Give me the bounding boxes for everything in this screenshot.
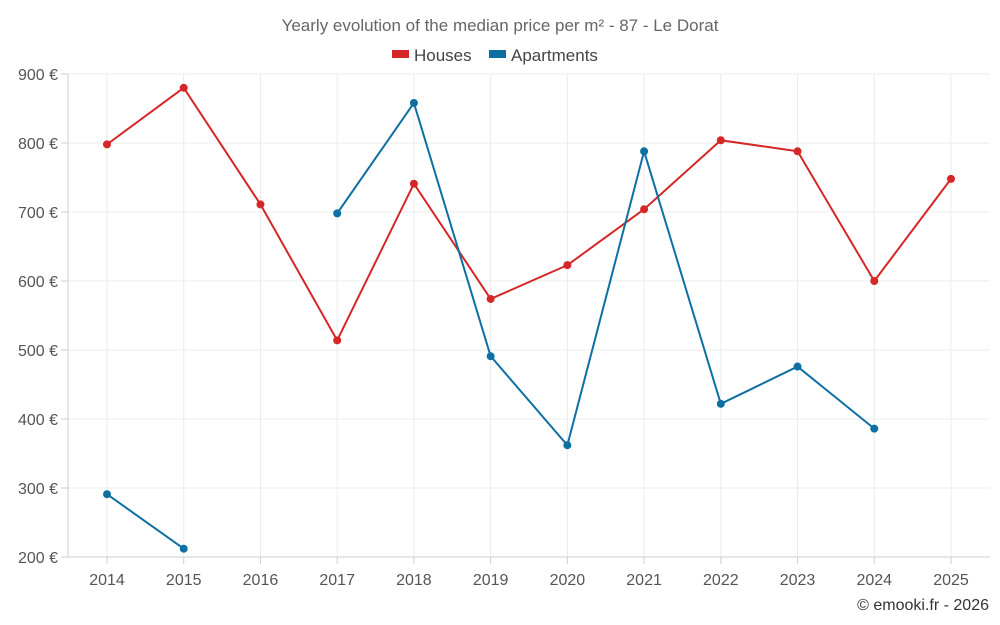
x-tick-label: 2025	[933, 572, 969, 589]
y-tick-label: 500 €	[18, 343, 58, 360]
series-apartments	[103, 98, 879, 553]
x-tick-label: 2017	[319, 572, 355, 589]
series	[103, 83, 955, 553]
legend-swatch-apartments	[489, 50, 506, 58]
x-tick-label: 2021	[626, 572, 662, 589]
x-tick-label: 2024	[856, 572, 892, 589]
data-point-apartments-2019[interactable]	[486, 352, 495, 361]
x-tick-label: 2018	[396, 572, 432, 589]
x-tick-label: 2014	[89, 572, 125, 589]
data-point-apartments-2024[interactable]	[870, 424, 879, 433]
y-tick-label: 800 €	[18, 136, 58, 153]
y-tick-label: 600 €	[18, 274, 58, 291]
x-tick-label: 2023	[780, 572, 816, 589]
legend-swatch-houses	[392, 50, 409, 58]
data-point-houses-2022[interactable]	[716, 136, 725, 145]
y-tick-label: 400 €	[18, 412, 58, 429]
data-point-apartments-2020[interactable]	[563, 441, 572, 450]
x-tick-label: 2020	[550, 572, 586, 589]
x-tick-label: 2016	[243, 572, 279, 589]
legend-label-apartments: Apartments	[511, 46, 598, 65]
credit-text: © emooki.fr - 2026	[857, 597, 989, 614]
grid	[68, 73, 990, 557]
y-tick-label: 300 €	[18, 481, 58, 498]
data-point-apartments-2022[interactable]	[716, 399, 725, 408]
y-tick-label: 700 €	[18, 205, 58, 222]
x-tick-label: 2022	[703, 572, 739, 589]
axes: 200 € 300 € 400 € 500 € 600 € 700 € 800 € 900 €…	[18, 67, 990, 589]
chart-title: Yearly evolution of the median price per…	[282, 16, 719, 35]
legend: Houses Apartments	[392, 46, 598, 65]
series-houses	[103, 83, 955, 345]
data-point-houses-2024[interactable]	[870, 277, 879, 285]
y-tick-label: 200 €	[18, 550, 58, 567]
data-point-houses-2025[interactable]	[947, 174, 955, 183]
data-point-apartments-2017[interactable]	[333, 209, 342, 218]
data-point-apartments-2018[interactable]	[409, 98, 418, 107]
legend-label-houses: Houses	[414, 46, 472, 65]
data-point-apartments-2021[interactable]	[640, 147, 649, 156]
y-tick-label: 900 €	[18, 67, 58, 84]
data-point-houses-2021[interactable]	[640, 205, 649, 214]
data-point-apartments-2014[interactable]	[103, 490, 111, 499]
data-point-houses-2020[interactable]	[563, 261, 572, 270]
series-line-apartments	[106, 493, 185, 550]
data-point-apartments-2023[interactable]	[793, 362, 802, 371]
data-point-houses-2019[interactable]	[486, 294, 495, 303]
data-point-houses-2023[interactable]	[793, 147, 802, 156]
series-line-apartments	[336, 101, 875, 447]
x-tick-label: 2015	[166, 572, 202, 589]
data-point-houses-2017[interactable]	[333, 336, 342, 345]
data-point-houses-2016[interactable]	[256, 200, 265, 209]
data-point-houses-2018[interactable]	[409, 179, 418, 188]
data-point-houses-2014[interactable]	[103, 140, 111, 149]
x-tick-label: 2019	[473, 572, 509, 589]
data-point-apartments-2015[interactable]	[179, 544, 188, 553]
data-point-houses-2015[interactable]	[179, 83, 188, 92]
series-line-houses	[106, 86, 952, 342]
